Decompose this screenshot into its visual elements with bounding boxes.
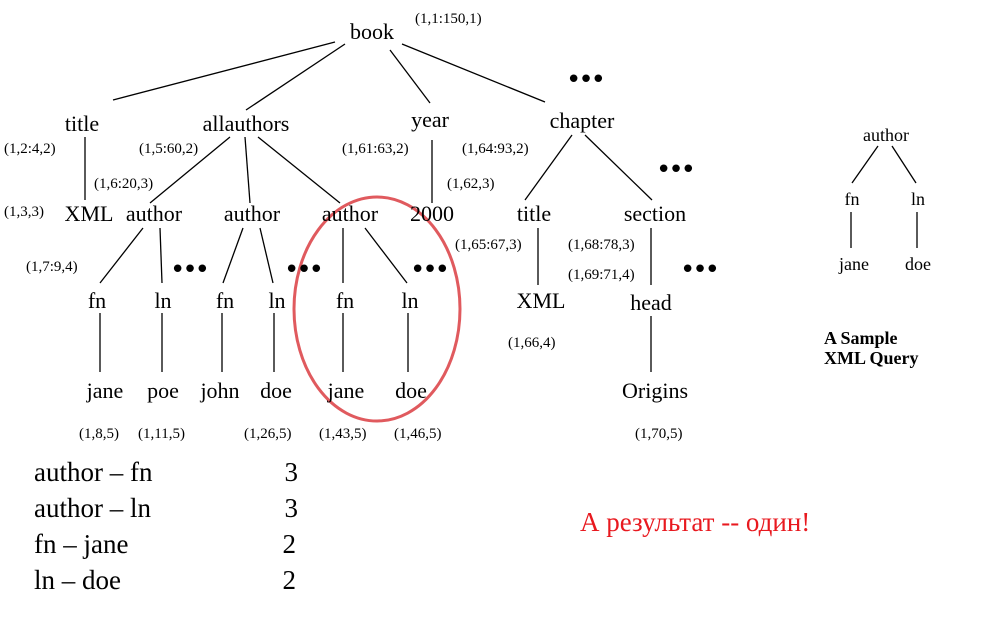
stat-pair: fn – jane <box>34 529 129 559</box>
node-head: head <box>630 290 672 315</box>
node-xml-2: XML <box>516 288 566 313</box>
label-poe: (1,11,5) <box>138 426 185 442</box>
node-2000: 2000 <box>410 201 454 226</box>
stat-count: 3 <box>284 457 299 487</box>
node-author-3: author <box>321 201 379 226</box>
node-title: title <box>64 111 100 136</box>
node-fn-1: fn <box>87 288 107 313</box>
node-allauthors: allauthors <box>202 111 290 136</box>
label-title: (1,2:4,2) <box>4 141 56 157</box>
query-caption-line1: A Sample <box>824 328 898 348</box>
edge-author1-ln <box>159 227 163 284</box>
label-chapter-title: (1,65:67,3) <box>455 237 522 253</box>
label-xml-2: (1,66,4) <box>508 335 556 351</box>
label-xml: (1,3,3) <box>4 204 44 220</box>
ellipsis-head: ••• <box>680 255 720 285</box>
query-node-doe: doe <box>905 254 931 274</box>
stat-row: author – ln 3 <box>0 493 320 523</box>
label-jane-1: (1,8,5) <box>79 426 119 442</box>
label-doe-1: (1,26,5) <box>244 426 292 442</box>
edge-allauthors-author2 <box>244 136 251 204</box>
label-book: (1,1:150,1) <box>415 11 482 27</box>
node-chapter-title: title <box>516 201 552 226</box>
label-fn-1: (1,7:9,4) <box>26 259 78 275</box>
stat-row: author – fn 3 <box>0 457 320 487</box>
stat-pair: author – fn <box>34 457 153 487</box>
label-head: (1,69:71,4) <box>568 267 635 283</box>
node-origins: Origins <box>622 378 688 403</box>
node-ln-1: ln <box>154 288 172 313</box>
label-doe-2: (1,46,5) <box>394 426 442 442</box>
ellipsis-author-3: ••• <box>410 255 450 285</box>
node-ln-3: ln <box>401 288 419 313</box>
label-jane-2: (1,43,5) <box>319 426 367 442</box>
edge-allauthors-author1 <box>149 136 231 204</box>
edge-author2-fn <box>222 227 244 284</box>
node-author-1: author <box>125 201 183 226</box>
query-caption-line2: XML Query <box>824 348 919 368</box>
highlight-ellipse <box>292 195 462 423</box>
ellipsis-section: ••• <box>656 155 696 185</box>
stat-row: ln – doe 2 <box>0 565 320 595</box>
node-jane-2: jane <box>327 378 365 403</box>
stat-pair: author – ln <box>34 493 151 523</box>
query-node-author: author <box>863 125 909 145</box>
query-edge-author-fn <box>851 145 879 184</box>
edge-chapter-section <box>584 134 653 201</box>
label-chapter: (1,64:93,2) <box>462 141 529 157</box>
query-node-jane: jane <box>839 254 869 274</box>
node-section: section <box>623 201 687 226</box>
result-text: А результат -- один! <box>580 507 811 537</box>
edge-book-year <box>389 49 431 104</box>
edge-author2-ln <box>259 227 274 284</box>
query-node-ln: ln <box>910 189 926 209</box>
edge-author3-ln <box>364 227 408 284</box>
node-fn-3: fn <box>335 288 355 313</box>
node-year: year <box>411 107 449 132</box>
stat-row: fn – jane 2 <box>0 529 320 559</box>
stat-count: 2 <box>282 565 297 595</box>
node-poe: poe <box>147 378 179 403</box>
label-year: (1,61:63,2) <box>342 141 409 157</box>
edge-allauthors-author3 <box>257 136 341 204</box>
query-edge-author-ln <box>891 145 917 184</box>
label-2000: (1,62,3) <box>447 176 495 192</box>
label-section: (1,68:78,3) <box>568 237 635 253</box>
node-fn-2: fn <box>215 288 235 313</box>
node-doe-1: doe <box>260 378 292 403</box>
stat-count: 3 <box>284 493 299 523</box>
node-ln-2: ln <box>268 288 286 313</box>
ellipsis-chapter: ••• <box>566 65 606 95</box>
query-caption: A Sample XML Query <box>824 328 919 368</box>
node-chapter: chapter <box>549 108 615 133</box>
ellipsis-author-1: ••• <box>170 255 210 285</box>
node-jane-1: jane <box>86 378 124 403</box>
node-doe-2: doe <box>395 378 427 403</box>
label-author-1: (1,6:20,3) <box>94 176 154 192</box>
stat-count: 2 <box>282 529 297 559</box>
node-book: book <box>350 19 394 44</box>
edge-book-allauthors <box>245 43 346 111</box>
ellipsis-author-2: ••• <box>284 255 324 285</box>
node-john: john <box>200 378 240 403</box>
query-node-fn: fn <box>844 189 860 209</box>
label-allauthors: (1,5:60,2) <box>139 141 199 157</box>
edge-author1-fn <box>99 227 144 284</box>
edge-book-title <box>112 41 336 101</box>
node-author-2: author <box>223 201 281 226</box>
label-origins: (1,70,5) <box>635 426 683 442</box>
node-xml: XML <box>64 201 114 226</box>
edge-book-chapter <box>401 43 546 103</box>
stat-pair: ln – doe <box>34 565 121 595</box>
edge-chapter-title <box>524 134 573 201</box>
